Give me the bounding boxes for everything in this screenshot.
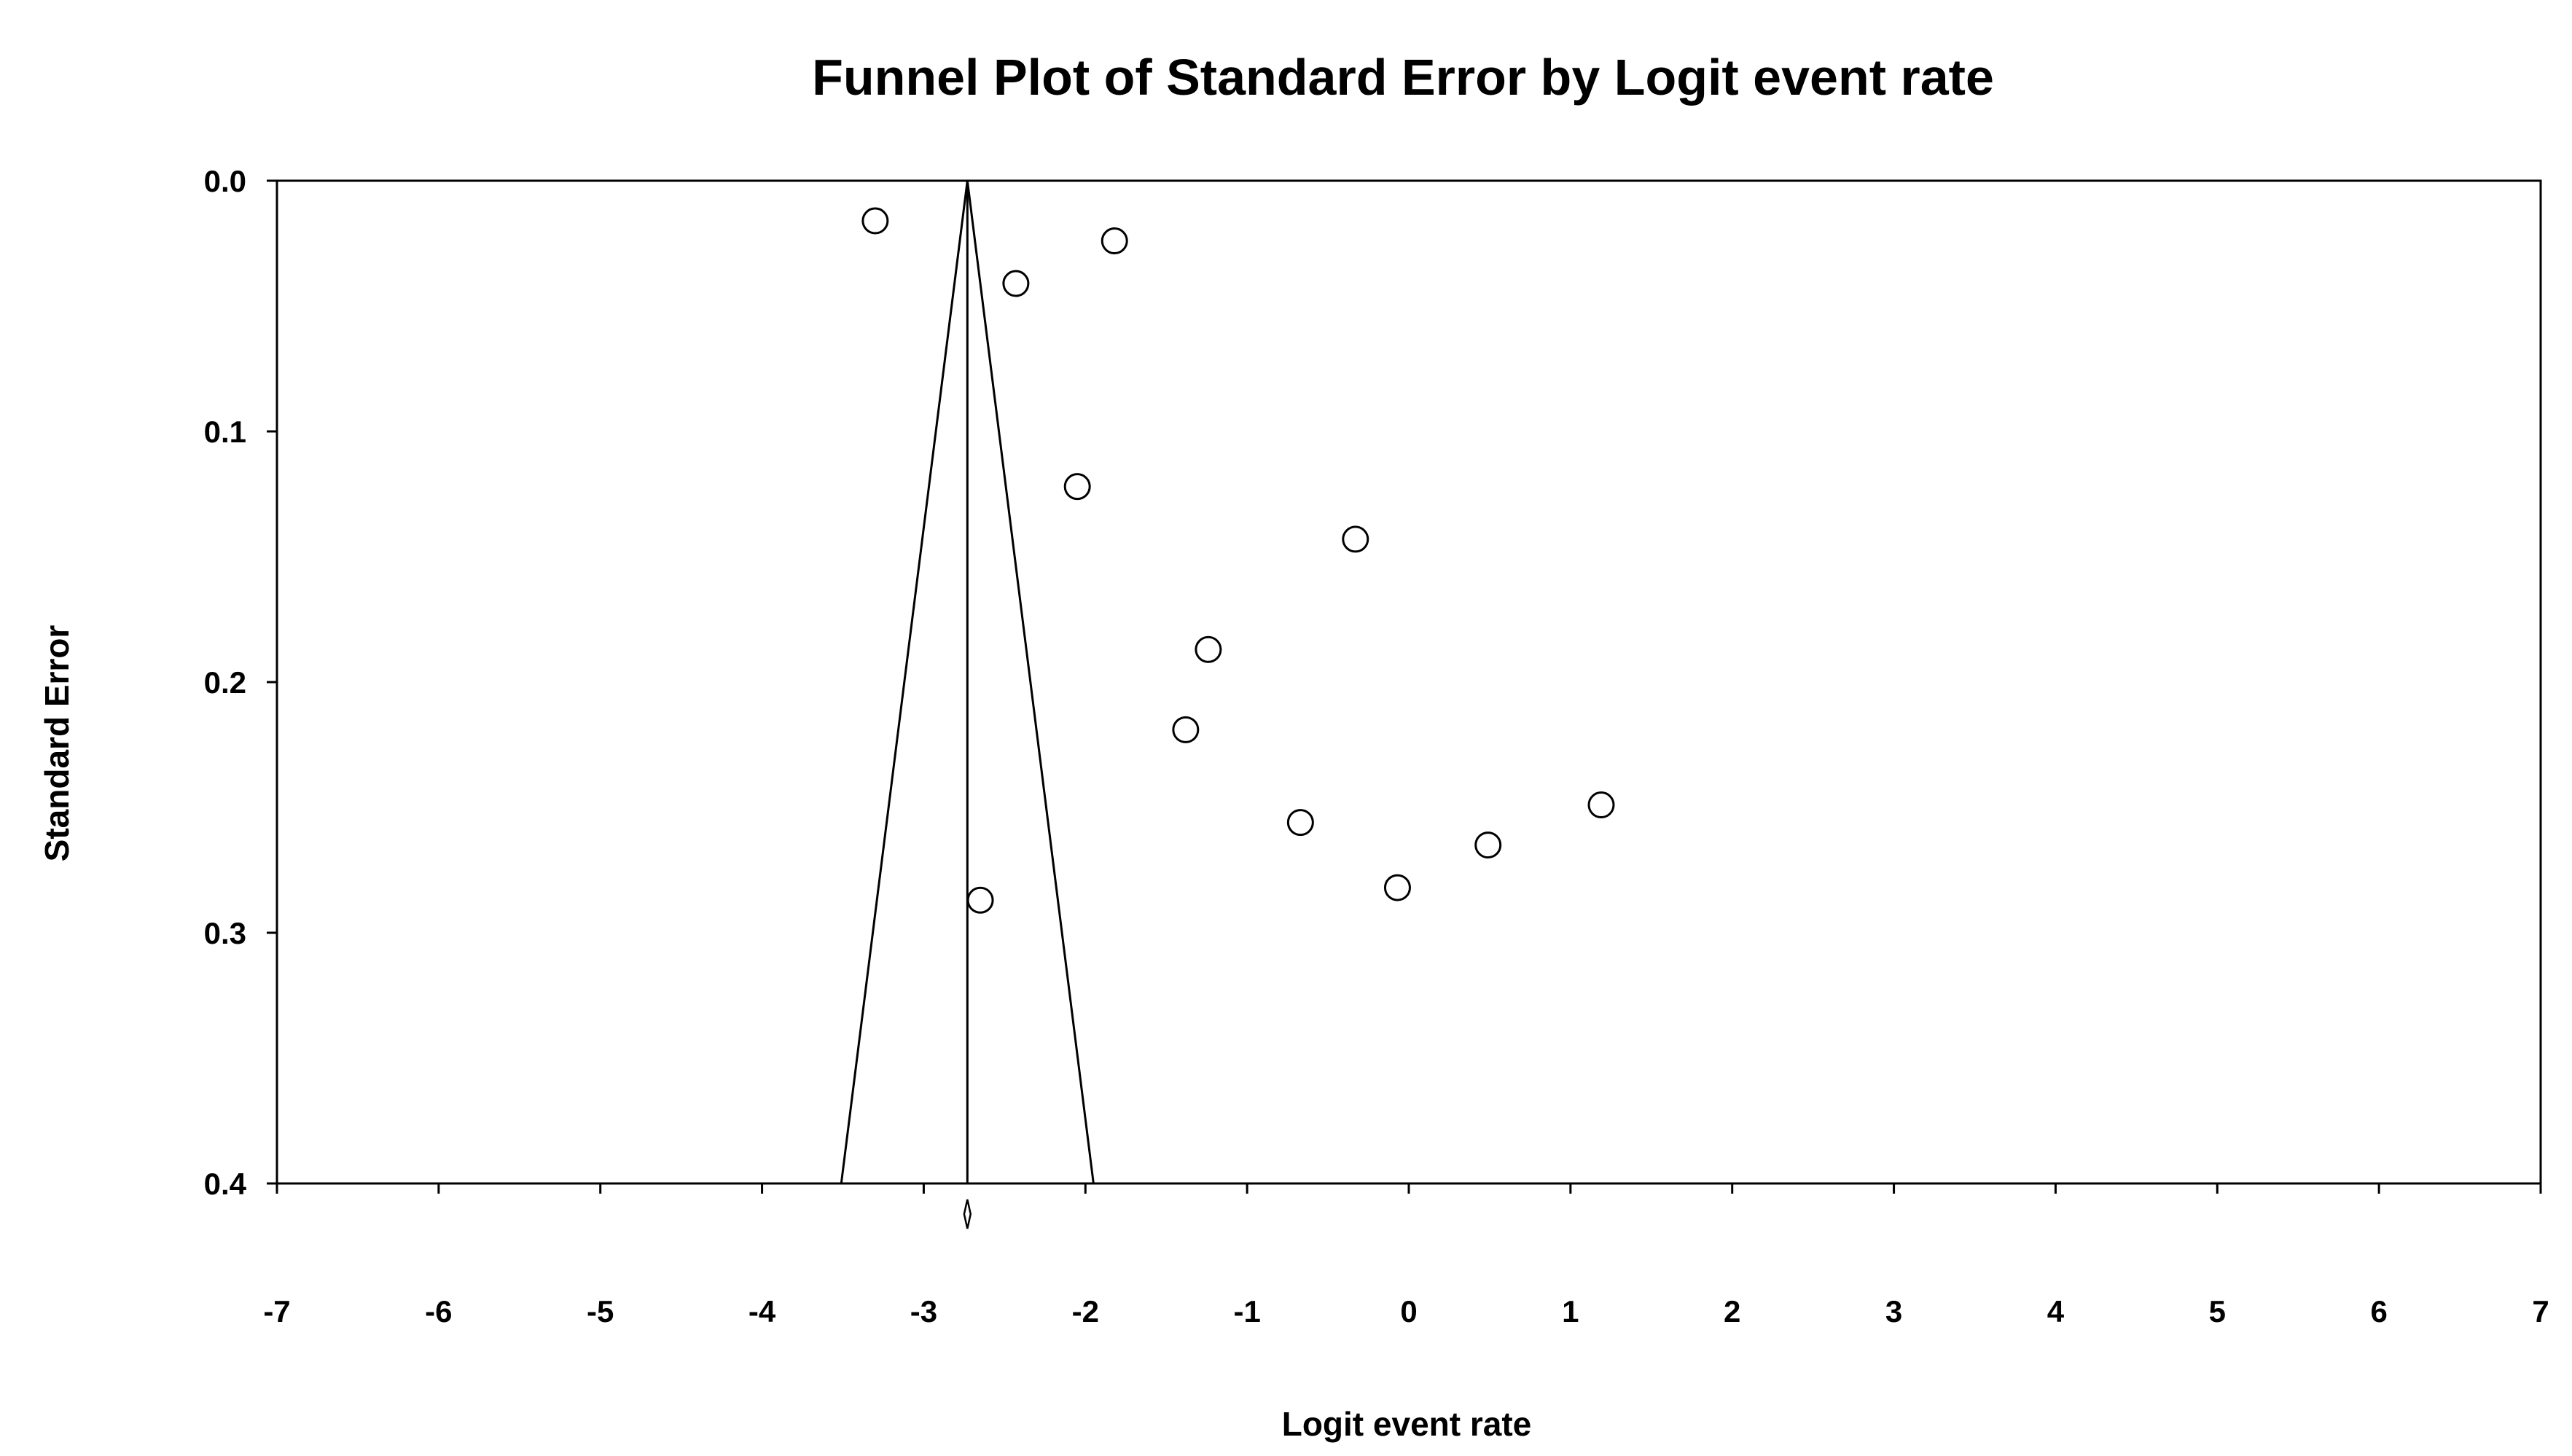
- y-tick-label: 0.0: [204, 164, 246, 198]
- study-point: [861, 207, 889, 235]
- x-tick-label: 5: [2209, 1294, 2226, 1328]
- x-tick-label: -5: [587, 1294, 614, 1328]
- summary-diamond: [963, 1199, 972, 1229]
- funnel-right-line: [966, 180, 1095, 1184]
- y-axis-label: Standard Error: [38, 625, 76, 862]
- study-point: [1063, 473, 1091, 501]
- study-point: [966, 886, 994, 914]
- x-tick-label: 3: [1885, 1294, 1902, 1328]
- study-point: [1587, 791, 1615, 819]
- funnel-left-line: [840, 180, 969, 1184]
- y-tick-label: 0.2: [204, 665, 246, 700]
- plot-area-frame: [275, 179, 2542, 1185]
- study-point: [1002, 270, 1030, 297]
- study-point: [1383, 874, 1411, 901]
- study-point: [1101, 227, 1128, 255]
- study-point: [1286, 809, 1314, 837]
- x-tick-label: 1: [1562, 1294, 1579, 1328]
- x-tick-label: -2: [1072, 1294, 1099, 1328]
- x-tick-label: -3: [910, 1294, 937, 1328]
- study-point: [1195, 635, 1222, 663]
- study-point: [1172, 716, 1200, 743]
- x-tick-label: -1: [1233, 1294, 1260, 1328]
- y-tick-label: 0.4: [204, 1167, 247, 1201]
- y-tick-label: 0.1: [204, 415, 246, 449]
- x-tick-label: 6: [2370, 1294, 2387, 1328]
- chart-title: Funnel Plot of Standard Error by Logit e…: [812, 49, 1994, 106]
- x-tick-label: 0: [1400, 1294, 1417, 1328]
- x-tick-label: 4: [2047, 1294, 2065, 1328]
- x-tick-label: -6: [425, 1294, 452, 1328]
- x-tick-label: -4: [748, 1294, 776, 1328]
- study-point: [1342, 525, 1369, 553]
- x-tick-label: 7: [2532, 1294, 2549, 1328]
- study-point: [1474, 831, 1502, 859]
- chart-marks: -7 -6 -5 -4 -3 -2 -1 0 1 2 3 4 5 6 7 0.0 0.1 0.2 0.3 0.4: [204, 164, 2549, 1328]
- x-tick-label: -7: [263, 1294, 290, 1328]
- x-axis-label: Logit event rate: [1282, 1405, 1532, 1443]
- y-tick-label: 0.3: [204, 916, 246, 950]
- x-tick-label: 2: [1724, 1294, 1740, 1328]
